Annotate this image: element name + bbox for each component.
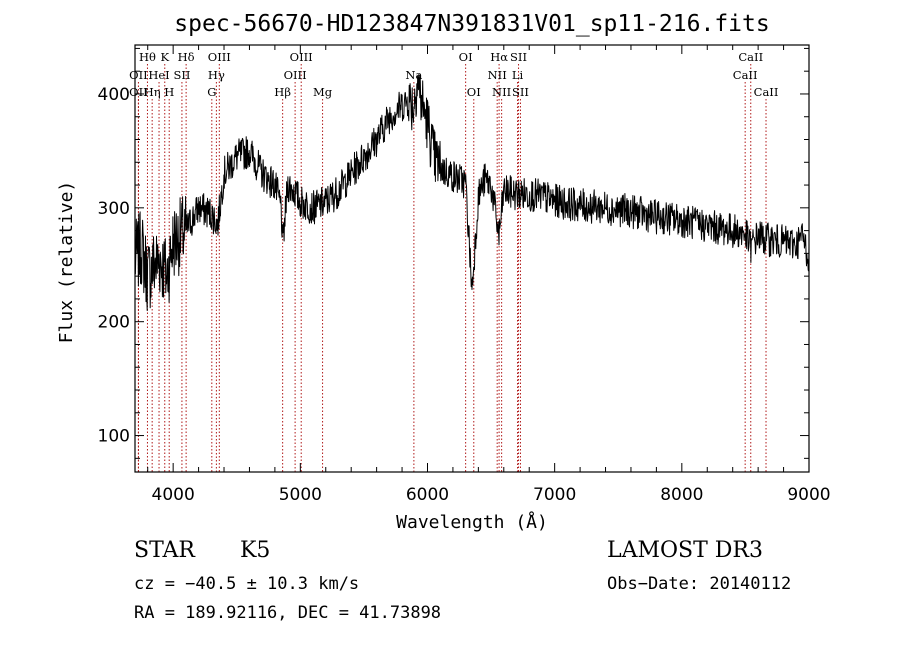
marker-label-19: Hα bbox=[490, 50, 508, 64]
plot-frame bbox=[134, 44, 810, 473]
x-axis-ticks: 4000 5000 6000 7000 8000 9000 bbox=[147, 45, 831, 505]
marker-label-17: OI bbox=[459, 50, 473, 64]
x-axis-label: Wavelength (Å) bbox=[396, 511, 548, 533]
marker-label-10: Hγ bbox=[208, 68, 225, 82]
marker-label-7: Hη bbox=[144, 85, 161, 99]
series-line-0 bbox=[134, 73, 810, 311]
coordinates: RA = 189.92116, DEC = 41.73898 bbox=[134, 603, 442, 623]
line-markers bbox=[137, 64, 767, 472]
marker-label-13: OIII bbox=[284, 68, 307, 82]
y-axis-ticks: 100 200 300 400 bbox=[98, 47, 809, 459]
marker-label-8: H bbox=[164, 85, 174, 99]
x-tick-label-1: 5000 bbox=[279, 485, 322, 505]
spectrum-series bbox=[134, 73, 810, 311]
marker-label-21: NII bbox=[488, 68, 507, 82]
marker-label-20: SII bbox=[510, 50, 527, 64]
observation-date: Obs−Date: 20140112 bbox=[607, 574, 792, 594]
marker-label-3: OII bbox=[129, 68, 148, 82]
marker-label-5: SII bbox=[173, 68, 190, 82]
marker-label-0: Hθ bbox=[139, 50, 156, 64]
marker-label-14: Hβ bbox=[274, 85, 291, 99]
object-class: STAR bbox=[134, 538, 195, 563]
marker-label-2: Hδ bbox=[178, 50, 195, 64]
marker-label-11: G bbox=[207, 85, 216, 99]
y-tick-label-2: 300 bbox=[98, 199, 130, 219]
object-subclass: K5 bbox=[240, 538, 271, 563]
x-tick-label-2: 6000 bbox=[406, 485, 449, 505]
y-tick-label-1: 200 bbox=[98, 313, 130, 333]
chart-title: spec-56670-HD123847N391831V01_sp11-216.f… bbox=[174, 11, 769, 37]
y-tick-label-3: 400 bbox=[98, 85, 130, 105]
y-tick-label-0: 100 bbox=[98, 427, 130, 447]
marker-label-22: Li bbox=[512, 68, 524, 82]
marker-label-6: OII bbox=[129, 85, 148, 99]
marker-label-24: SII bbox=[512, 85, 529, 99]
marker-label-4: HeI bbox=[148, 68, 169, 82]
survey-name: LAMOST DR3 bbox=[607, 538, 763, 563]
marker-label-12: OIII bbox=[290, 50, 313, 64]
marker-label-27: CaII bbox=[754, 85, 779, 99]
x-tick-label-3: 7000 bbox=[533, 485, 576, 505]
marker-label-1: K bbox=[160, 50, 169, 64]
marker-label-26: CaII bbox=[733, 68, 758, 82]
marker-label-25: CaII bbox=[738, 50, 763, 64]
redshift-value: cz = −40.5 ± 10.3 km/s bbox=[134, 574, 360, 594]
marker-label-9: OIII bbox=[208, 50, 231, 64]
x-tick-label-4: 8000 bbox=[660, 485, 703, 505]
marker-label-18: OI bbox=[467, 85, 481, 99]
x-tick-label-5: 9000 bbox=[787, 485, 830, 505]
y-axis-label: Flux (relative) bbox=[56, 181, 77, 344]
marker-label-15: Mg bbox=[313, 85, 333, 99]
x-tick-label-0: 4000 bbox=[152, 485, 195, 505]
marker-label-23: NII bbox=[492, 85, 511, 99]
